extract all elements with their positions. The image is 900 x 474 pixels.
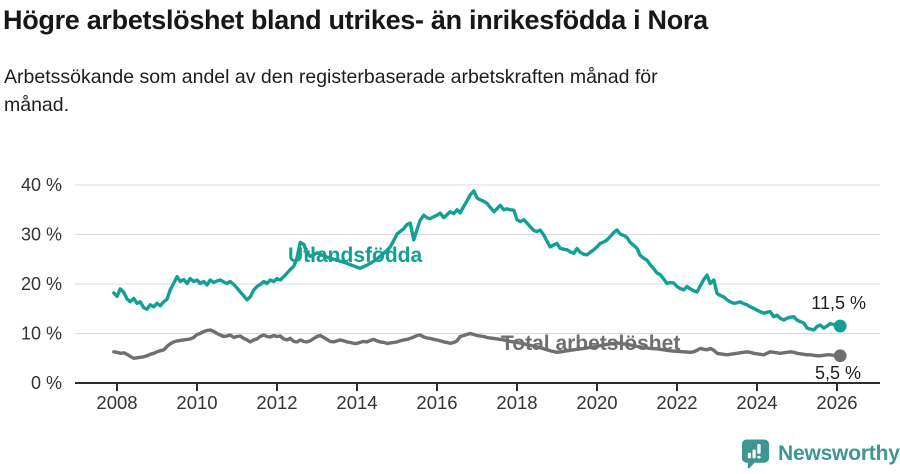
series-end-dot-total <box>833 349 847 363</box>
x-axis-label-2020: 2020 <box>576 392 617 413</box>
y-axis-label-30: 30 % <box>21 225 62 245</box>
brand-footer: Newsworthy <box>740 438 900 470</box>
logo-exclamation-bar <box>757 444 761 454</box>
x-axis-label-2022: 2022 <box>656 392 697 413</box>
end-value-label-utlandsfodda: 11,5 % <box>811 293 866 313</box>
x-axis-label-2018: 2018 <box>496 392 537 413</box>
x-axis-label-2010: 2010 <box>176 392 217 413</box>
logo-bar-1 <box>747 452 751 459</box>
x-axis-label-2016: 2016 <box>416 392 457 413</box>
series-label-total: Total arbetslöshet <box>501 332 680 355</box>
y-axis-label-0: 0 % <box>31 373 62 393</box>
series-end-dot-utlandsfodda <box>833 319 847 333</box>
brand-name: Newsworthy <box>778 442 900 465</box>
x-axis-label-2026: 2026 <box>816 392 857 413</box>
logo-bar-2 <box>752 449 756 459</box>
y-axis-label-10: 10 % <box>21 324 62 344</box>
series-line-utlandsfodda <box>112 189 842 332</box>
y-axis-label-20: 20 % <box>21 274 62 294</box>
x-axis-label-2014: 2014 <box>336 392 377 413</box>
chart-subtitle: Arbetssökande som andel av den registerb… <box>4 63 844 119</box>
logo-exclamation-dot <box>757 455 761 459</box>
x-axis-label-2008: 2008 <box>96 392 137 413</box>
newsworthy-logo-icon <box>741 439 770 469</box>
x-axis-label-2012: 2012 <box>256 392 297 413</box>
subtitle-line-1: Arbetssökande som andel av den registerb… <box>4 66 658 88</box>
y-axis-label-40: 40 % <box>21 175 62 195</box>
end-value-label-total: 5,5 % <box>815 363 861 383</box>
x-axis-label-2024: 2024 <box>736 392 777 413</box>
subtitle-line-2: månad. <box>4 94 70 116</box>
page-title: Högre arbetslöshet bland utrikes- än inr… <box>3 5 708 35</box>
series-label-utlandsfodda: Utlandsfödda <box>288 244 422 267</box>
series-line-total <box>112 328 842 360</box>
